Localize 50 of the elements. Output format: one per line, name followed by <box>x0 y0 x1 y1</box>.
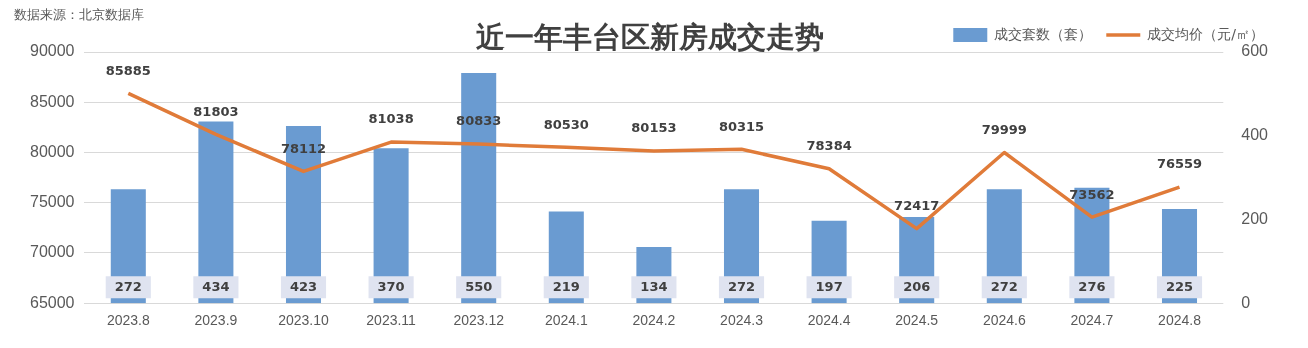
data-label: 79999 <box>981 121 1027 137</box>
legend-label: 成交套数（套） <box>994 25 1093 42</box>
x-tick-label: 2023.10 <box>278 312 330 329</box>
y-tick-label: 70000 <box>29 243 75 261</box>
data-label: 225 <box>1165 278 1194 294</box>
data-label: 423 <box>289 278 318 294</box>
x-tick-label: 2024.7 <box>1070 312 1114 329</box>
x-tick-label: 2024.2 <box>632 312 676 329</box>
data-label: 197 <box>815 278 843 294</box>
data-label: 370 <box>377 278 405 294</box>
data-label: 550 <box>465 278 493 294</box>
data-label: 85885 <box>105 62 151 78</box>
x-tick-label: 2024.6 <box>982 312 1026 329</box>
x-tick-label: 2024.3 <box>720 312 764 329</box>
legend-label: 成交均价（元/㎡） <box>1147 25 1264 42</box>
source-note: 数据来源：北京数据库 <box>14 6 144 24</box>
chart-title: 近一年丰台区新房成交走势 <box>476 20 824 54</box>
data-label: 78384 <box>806 138 852 154</box>
data-label: 76559 <box>1156 156 1203 172</box>
x-tick-label: 2024.5 <box>895 312 939 329</box>
y2-tick-label: 600 <box>1241 42 1269 60</box>
x-tick-label: 2024.4 <box>807 312 851 329</box>
data-label: 81038 <box>368 111 414 127</box>
y-tick-label: 80000 <box>29 142 75 160</box>
y2-tick-label: 0 <box>1241 293 1251 311</box>
x-tick-label: 2023.11 <box>366 312 417 329</box>
data-label: 80530 <box>543 116 589 132</box>
x-tick-label: 2023.8 <box>106 312 150 329</box>
y-tick-label: 65000 <box>29 293 75 311</box>
data-label: 276 <box>1078 278 1106 294</box>
x-tick-label: 2023.12 <box>453 312 505 329</box>
data-label: 272 <box>990 278 1018 294</box>
y-tick-label: 90000 <box>29 42 75 60</box>
x-tick-label: 2024.1 <box>544 312 588 329</box>
data-label: 81803 <box>193 103 239 119</box>
data-label: 434 <box>202 278 230 294</box>
x-tick-label: 2023.9 <box>194 312 238 329</box>
y-tick-label: 85000 <box>29 92 75 110</box>
data-label: 272 <box>114 278 142 294</box>
data-label: 134 <box>640 278 668 294</box>
data-label: 219 <box>552 278 580 294</box>
data-label: 272 <box>727 278 756 294</box>
x-tick-label: 2024.8 <box>1158 312 1202 329</box>
y2-tick-label: 400 <box>1241 126 1269 144</box>
y2-tick-label: 200 <box>1241 209 1269 227</box>
y-tick-label: 75000 <box>29 193 75 211</box>
data-label: 206 <box>903 278 931 294</box>
data-label: 80315 <box>718 118 765 134</box>
data-label: 72417 <box>894 198 940 214</box>
data-label: 80153 <box>631 120 677 136</box>
